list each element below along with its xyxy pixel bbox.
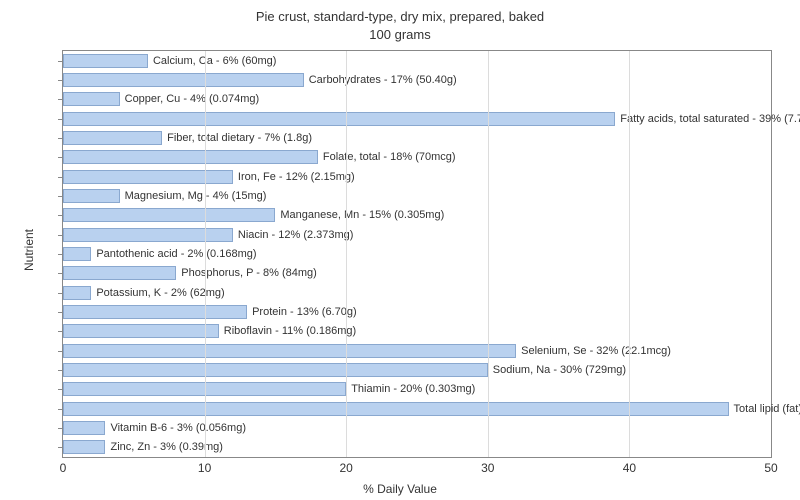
bar-label: Sodium, Na - 30% (729mg) bbox=[488, 364, 626, 376]
y-tick-mark bbox=[58, 196, 63, 197]
bar bbox=[63, 324, 219, 338]
bar bbox=[63, 344, 516, 358]
bar bbox=[63, 73, 304, 87]
bar-label: Manganese, Mn - 15% (0.305mg) bbox=[275, 209, 444, 221]
bar-label: Phosphorus, P - 8% (84mg) bbox=[176, 267, 317, 279]
bar-label: Calcium, Ca - 6% (60mg) bbox=[148, 55, 276, 67]
bar bbox=[63, 305, 247, 319]
y-tick-mark bbox=[58, 389, 63, 390]
title-line-1: Pie crust, standard-type, dry mix, prepa… bbox=[256, 9, 544, 24]
title-line-2: 100 grams bbox=[369, 27, 430, 42]
bar-label: Pantothenic acid - 2% (0.168mg) bbox=[91, 248, 256, 260]
y-tick-mark bbox=[58, 447, 63, 448]
bar-label: Thiamin - 20% (0.303mg) bbox=[346, 383, 475, 395]
x-tick-label: 10 bbox=[198, 461, 211, 475]
y-tick-mark bbox=[58, 370, 63, 371]
gridline bbox=[488, 51, 489, 457]
bar-label: Total lipid (fat) - 47% (30.40g) bbox=[729, 403, 800, 415]
y-tick-mark bbox=[58, 138, 63, 139]
bars-group: Calcium, Ca - 6% (60mg) Carbohydrates - 1… bbox=[63, 51, 771, 457]
bar bbox=[63, 208, 275, 222]
y-tick-mark bbox=[58, 293, 63, 294]
bar bbox=[63, 440, 105, 454]
y-tick-mark bbox=[58, 61, 63, 62]
x-tick-label: 0 bbox=[60, 461, 67, 475]
y-tick-mark bbox=[58, 235, 63, 236]
y-tick-mark bbox=[58, 409, 63, 410]
y-tick-mark bbox=[58, 177, 63, 178]
x-axis-label: % Daily Value bbox=[363, 482, 437, 496]
x-tick-label: 20 bbox=[340, 461, 353, 475]
y-tick-mark bbox=[58, 215, 63, 216]
x-tick-label: 30 bbox=[481, 461, 494, 475]
bar bbox=[63, 131, 162, 145]
bar-label: Magnesium, Mg - 4% (15mg) bbox=[120, 190, 267, 202]
x-tick-label: 40 bbox=[623, 461, 636, 475]
gridline bbox=[346, 51, 347, 457]
bar bbox=[63, 228, 233, 242]
bar-label: Carbohydrates - 17% (50.40g) bbox=[304, 74, 457, 86]
bar-label: Fatty acids, total saturated - 39% (7.71… bbox=[615, 113, 800, 125]
plot-area: Calcium, Ca - 6% (60mg) Carbohydrates - 1… bbox=[62, 50, 772, 458]
bar bbox=[63, 150, 318, 164]
bar-label: Riboflavin - 11% (0.186mg) bbox=[219, 325, 356, 337]
bar bbox=[63, 112, 615, 126]
gridline bbox=[629, 51, 630, 457]
bar-label: Niacin - 12% (2.373mg) bbox=[233, 229, 354, 241]
y-tick-mark bbox=[58, 80, 63, 81]
y-tick-mark bbox=[58, 331, 63, 332]
gridline bbox=[205, 51, 206, 457]
bar bbox=[63, 189, 120, 203]
bar-label: Vitamin B-6 - 3% (0.056mg) bbox=[105, 422, 246, 434]
bar-label: Folate, total - 18% (70mcg) bbox=[318, 151, 456, 163]
bar bbox=[63, 266, 176, 280]
bar bbox=[63, 363, 488, 377]
bar bbox=[63, 92, 120, 106]
y-tick-mark bbox=[58, 157, 63, 158]
chart-title: Pie crust, standard-type, dry mix, prepa… bbox=[0, 0, 800, 44]
y-tick-mark bbox=[58, 119, 63, 120]
bar bbox=[63, 170, 233, 184]
bar bbox=[63, 54, 148, 68]
y-tick-mark bbox=[58, 273, 63, 274]
y-tick-mark bbox=[58, 312, 63, 313]
bar-label: Copper, Cu - 4% (0.074mg) bbox=[120, 93, 260, 105]
y-tick-mark bbox=[58, 428, 63, 429]
nutrient-bar-chart: Pie crust, standard-type, dry mix, prepa… bbox=[0, 0, 800, 500]
bar-label: Protein - 13% (6.70g) bbox=[247, 306, 357, 318]
x-tick-label: 50 bbox=[764, 461, 777, 475]
bar-label: Fiber, total dietary - 7% (1.8g) bbox=[162, 132, 312, 144]
y-axis-label: Nutrient bbox=[22, 229, 36, 271]
bar bbox=[63, 247, 91, 261]
y-tick-mark bbox=[58, 351, 63, 352]
bar bbox=[63, 421, 105, 435]
bar-label: Selenium, Se - 32% (22.1mcg) bbox=[516, 345, 671, 357]
bar bbox=[63, 286, 91, 300]
y-tick-mark bbox=[58, 254, 63, 255]
y-tick-mark bbox=[58, 99, 63, 100]
bar-label: Iron, Fe - 12% (2.15mg) bbox=[233, 171, 355, 183]
